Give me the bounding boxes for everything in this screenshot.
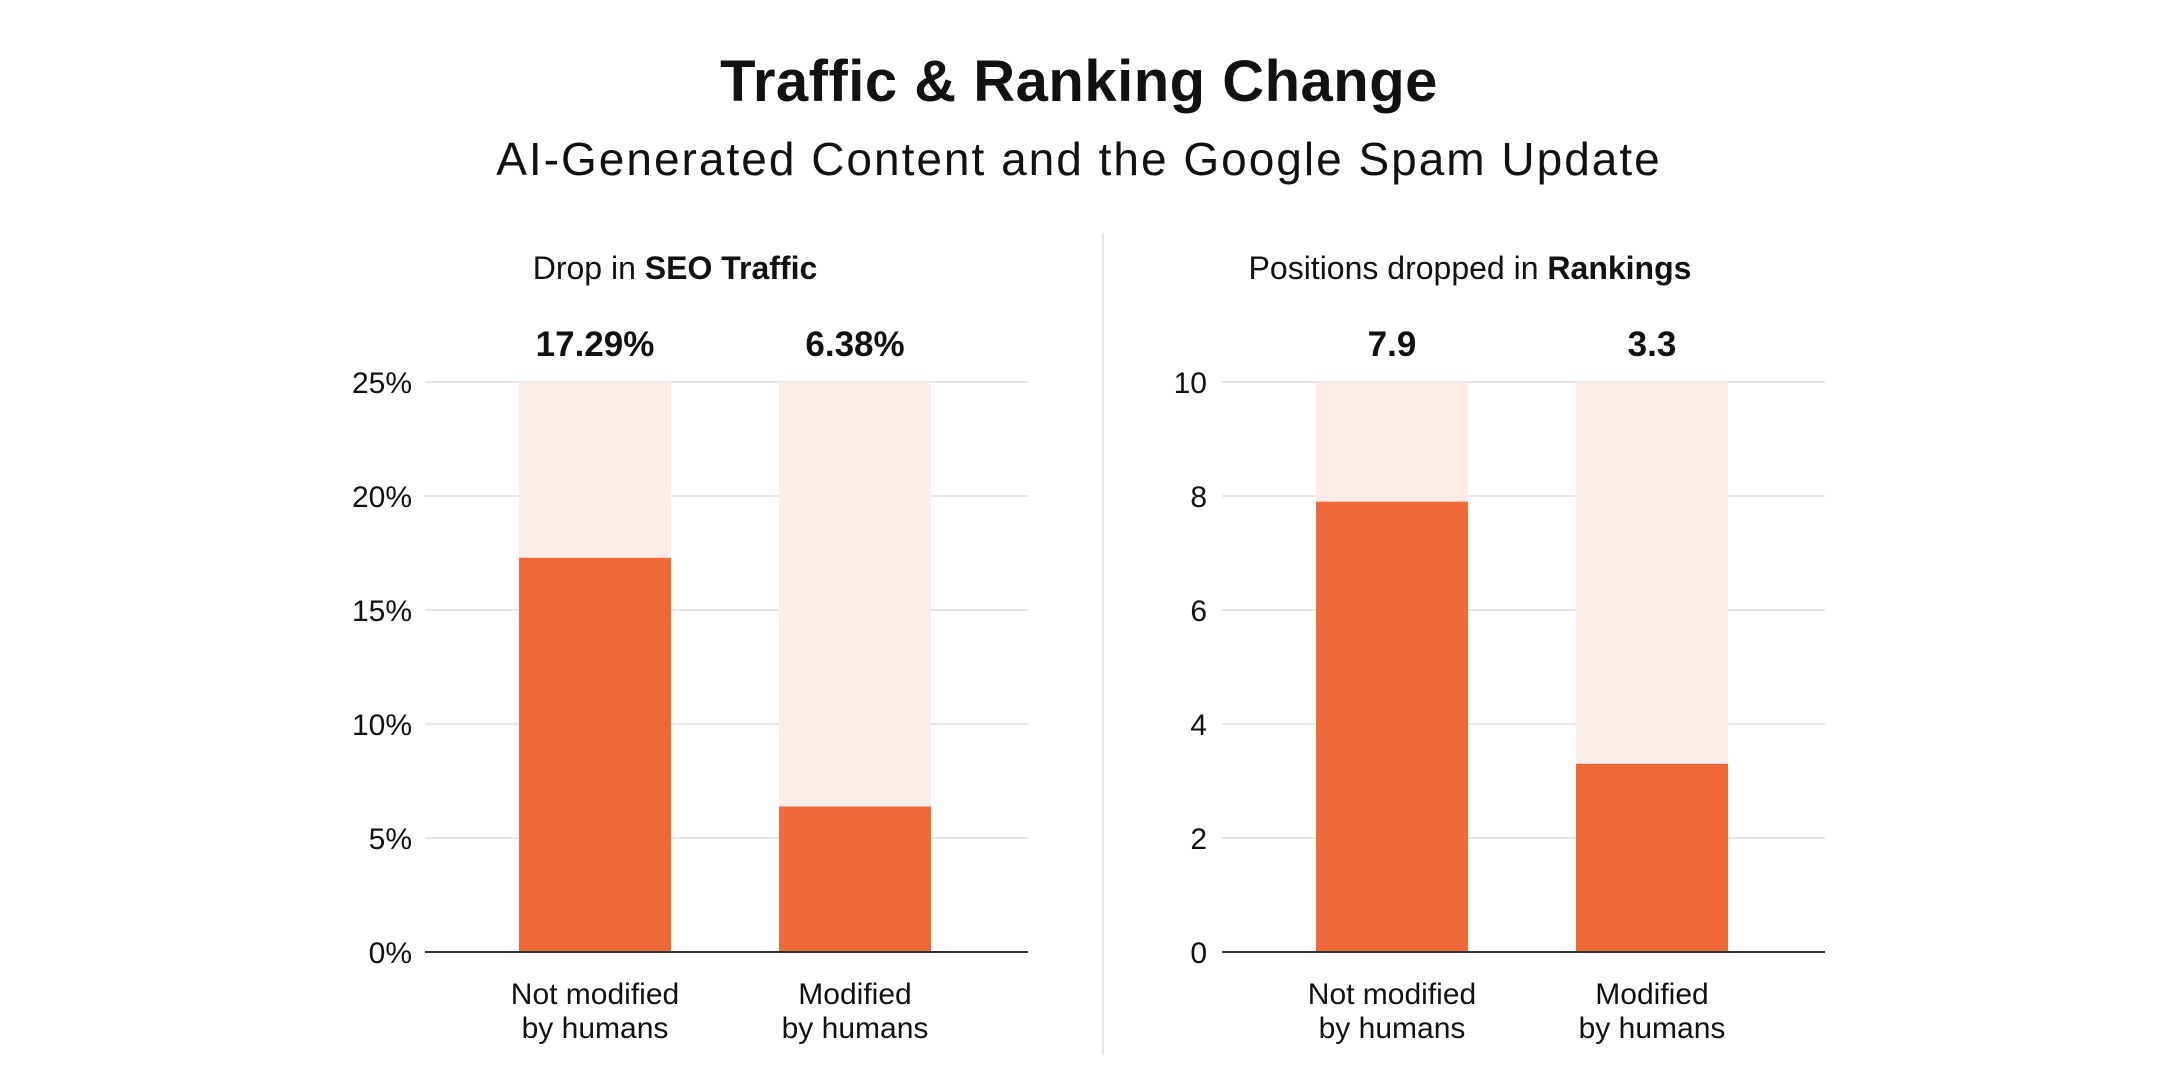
chart0-value-label: 6.38% [805,325,904,364]
panel-title-traffic: Drop in SEO Traffic [440,250,910,287]
chart0-bar [779,806,931,952]
panel-title-rankings-bold: Rankings [1547,250,1692,286]
chart0-category-label: Not modified [511,978,679,1011]
chart0-category-label: Modified [798,978,911,1011]
chart0-y-tick-label: 20% [352,481,412,514]
chart0-bar [519,557,671,952]
panel-title-traffic-prefix: Drop in [532,250,645,286]
chart1-value-label: 3.3 [1628,325,1677,364]
chart1-bar [1316,501,1468,952]
chart1-bar [1576,763,1728,952]
chart0-y-tick-label: 10% [352,709,412,742]
panel-divider [1102,233,1104,1055]
chart1-y-tick-label: 0 [1190,937,1207,970]
chart1-y-tick-label: 4 [1190,709,1207,742]
chart-subtitle: AI-Generated Content and the Google Spam… [496,133,1662,185]
chart0-y-tick-label: 0% [369,937,412,970]
chart0-y-tick-label: 15% [352,595,412,628]
chart-title: Traffic & Ranking Change [720,49,1438,114]
chart0-category-label: by humans [522,1012,669,1045]
chart0-value-label: 17.29% [536,325,655,364]
panel-title-rankings: Positions dropped in Rankings [1160,250,1780,287]
chart1-y-tick-label: 6 [1190,595,1207,628]
chart1-category-label: by humans [1319,1012,1466,1045]
chart1-category-label: Modified [1595,978,1708,1011]
chart1-category-label: Not modified [1308,978,1476,1011]
chart1-y-tick-label: 10 [1174,367,1207,400]
chart0-y-tick-label: 5% [369,823,412,856]
chart1-value-label: 7.9 [1368,325,1417,364]
panel-title-rankings-prefix: Positions dropped in [1248,250,1548,286]
chart0-y-tick-label: 25% [352,367,412,400]
chart1-category-label: by humans [1579,1012,1726,1045]
chart1-y-tick-label: 8 [1190,481,1207,514]
chart1-y-tick-label: 2 [1190,823,1207,856]
panel-title-traffic-bold: SEO Traffic [644,250,818,286]
chart0-category-label: by humans [782,1012,929,1045]
